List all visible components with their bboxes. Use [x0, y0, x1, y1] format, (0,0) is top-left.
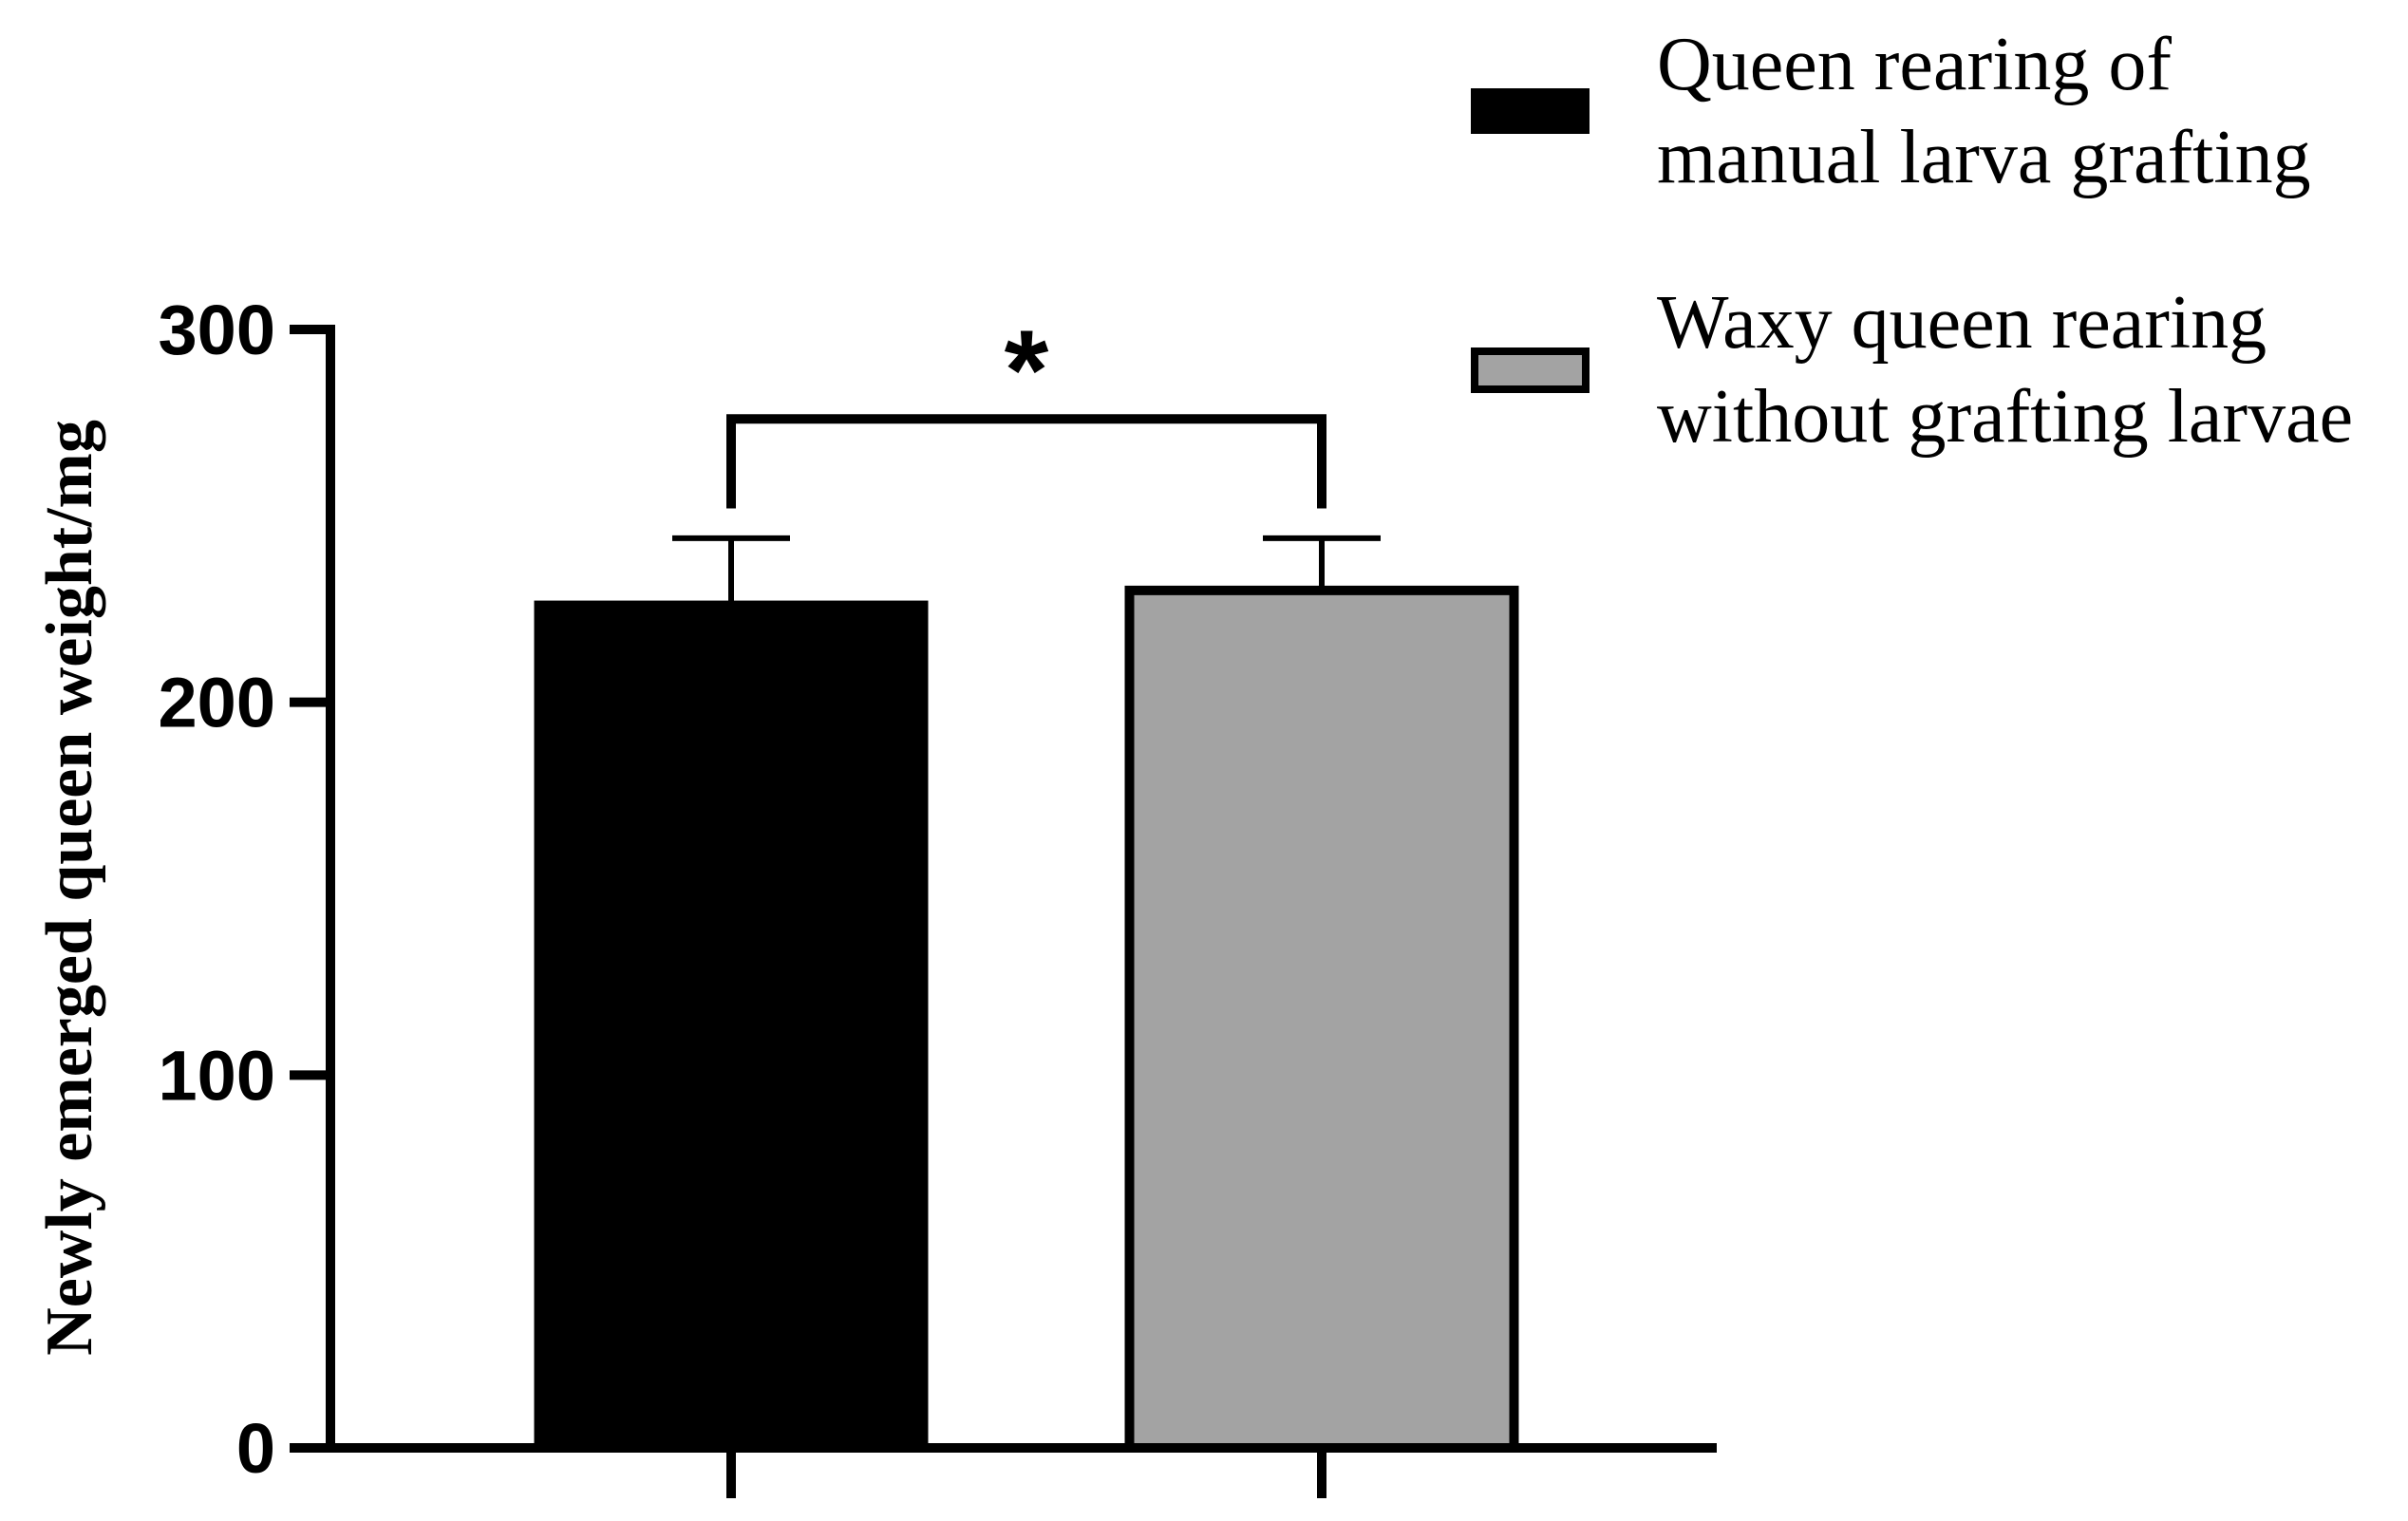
legend-swatch-2 — [1471, 347, 1590, 393]
legend-swatch-1 — [1471, 88, 1590, 134]
legend-label-1-line-1: Queen rearing of — [1657, 23, 2172, 106]
error-bars — [672, 535, 1381, 606]
y-tick-label-200: 200 — [159, 664, 275, 742]
legend-label-1-line-2: manual larva grafting — [1657, 116, 2311, 199]
bar-1 — [534, 600, 929, 1453]
y-axis-title: Newly emerged queen weight/mg — [33, 420, 106, 1356]
legend-label-1: Queen rearing of manual larva grafting — [1657, 23, 2311, 199]
legend-label-2-line-2: without grafting larvae — [1657, 375, 2353, 459]
bars — [534, 585, 1519, 1453]
legend-label-2: Waxy queen rearing without grafting larva… — [1657, 281, 2353, 459]
significance-bracket: * — [726, 307, 1326, 509]
legend-label-2-line-1: Waxy queen rearing — [1657, 281, 2267, 365]
bar-2 — [1124, 585, 1519, 1453]
significance-label: * — [1005, 307, 1049, 434]
y-tick-label-100: 100 — [159, 1036, 275, 1115]
y-tick-label-0: 0 — [236, 1409, 275, 1488]
y-tick-label-300: 300 — [159, 291, 275, 369]
significance-bracket-line — [726, 414, 1326, 509]
legend: Queen rearing of manual larva grafting Wax… — [1471, 23, 2353, 459]
x-axis-ticks — [726, 1448, 1326, 1498]
y-axis-ticks: 0 100 200 300 — [159, 291, 332, 1488]
